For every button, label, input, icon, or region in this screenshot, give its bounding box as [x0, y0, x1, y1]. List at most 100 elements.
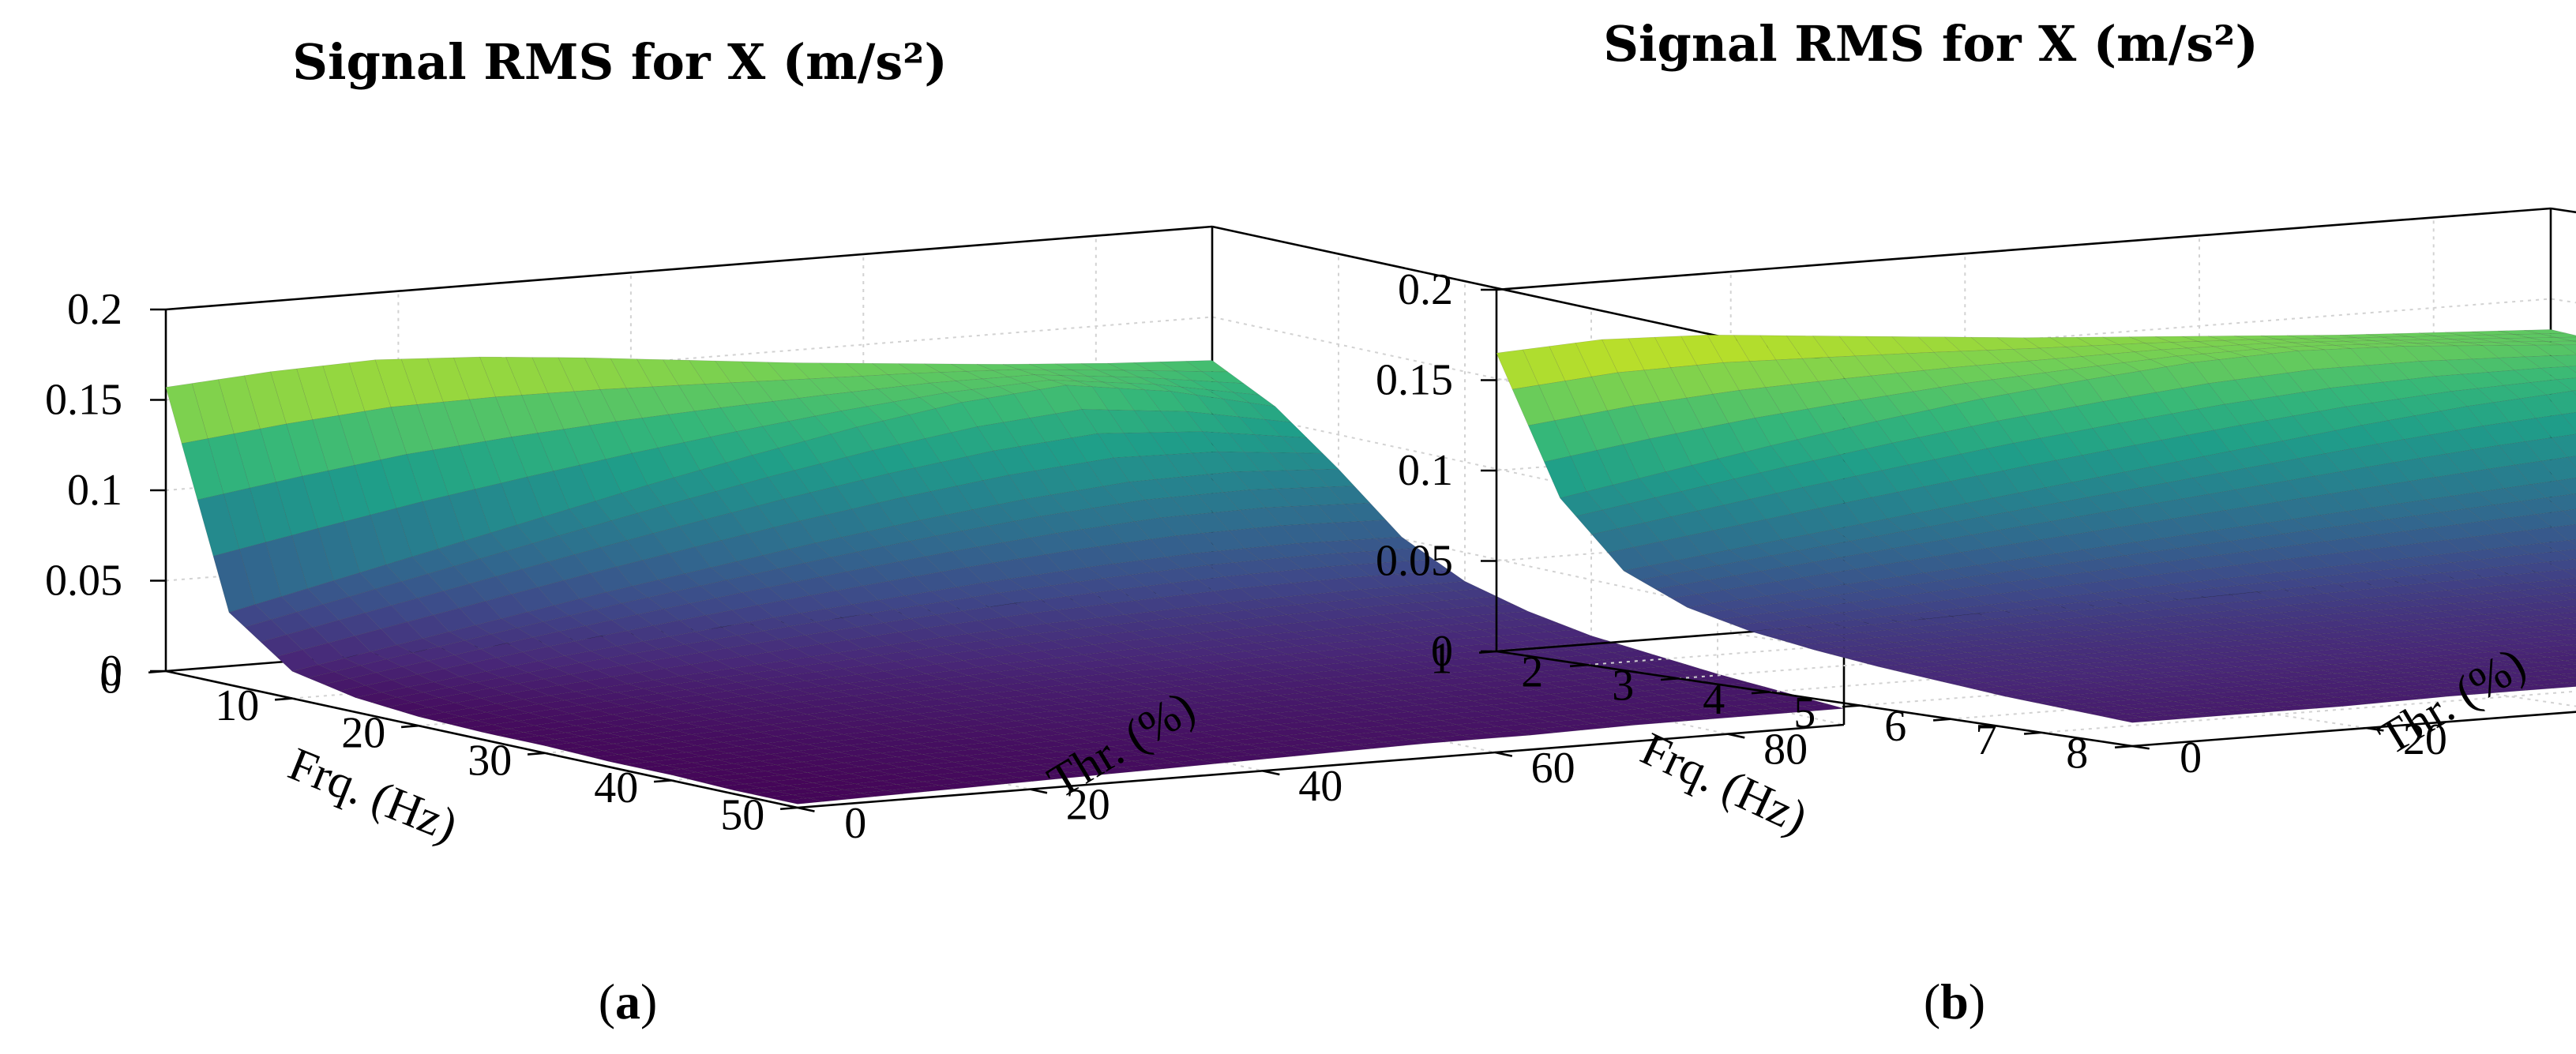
panel-b-title: Signal RMS for X (m/s²) — [1603, 15, 2259, 73]
x-tick-mark — [1569, 663, 1588, 668]
x-tick-mark — [1478, 650, 1497, 654]
x-tick-mark — [274, 697, 293, 701]
panel-a-label-letter: a — [615, 973, 640, 1030]
panel-a-label: (a) — [599, 973, 658, 1030]
panel-b-ticks: 00.050.10.150.212345678020406080 — [1376, 265, 2447, 782]
surface-cell — [2558, 649, 2576, 655]
y-tick-mark — [1030, 788, 1048, 794]
surface-cell — [2542, 644, 2576, 652]
x-tick-label: 10 — [215, 681, 259, 730]
surface-cell — [781, 797, 824, 805]
x-tick-label: 7 — [1975, 715, 1997, 764]
surface-cell — [2274, 704, 2317, 711]
surface-cell — [2569, 668, 2576, 671]
surface-cell — [2556, 478, 2576, 495]
surface-cell — [1436, 735, 1478, 742]
y-tick-label: 20 — [1066, 781, 1110, 830]
y-tick-label: 80 — [1763, 726, 1808, 775]
x-tick-mark — [653, 779, 672, 783]
surface-cell — [2557, 591, 2576, 600]
surface-cell — [2574, 628, 2576, 630]
surface-cell — [2567, 366, 2576, 373]
y-tick-label: 20 — [2403, 715, 2447, 764]
surface-cell — [2553, 663, 2576, 670]
surface-cell — [2552, 578, 2576, 587]
x-tick-label: 2 — [1521, 648, 1543, 697]
z-tick-label: 0.05 — [1376, 537, 1453, 586]
surface-cell — [2571, 340, 2576, 343]
surface-cell — [2550, 354, 2576, 367]
y-tick-label: 40 — [1298, 762, 1342, 811]
axes-frame-edge — [1496, 207, 2552, 291]
x-tick-mark — [1932, 718, 1951, 722]
surface-cell — [2536, 569, 2576, 581]
x-tick-mark — [527, 752, 546, 756]
surface-cell — [860, 790, 903, 797]
panel-b-label: (b) — [1924, 973, 1985, 1030]
gridline-floor-x — [1587, 587, 2576, 666]
surface-cell — [2555, 377, 2576, 392]
surface-cell — [1252, 752, 1295, 760]
x-tick-label: 30 — [468, 736, 512, 785]
surface-cell — [2568, 617, 2576, 621]
panel-a-label-open: ( — [599, 973, 615, 1030]
x-tick-label: 8 — [2066, 729, 2088, 778]
surface-cell — [2353, 698, 2396, 704]
surface-cell — [2535, 414, 2576, 438]
surface-cell — [1592, 721, 1635, 728]
y-tick-label: 0 — [2180, 733, 2202, 782]
gridline-wall-z — [1496, 207, 2576, 291]
gridline-floor-x — [2041, 690, 2576, 733]
x-tick-label: 40 — [594, 763, 638, 812]
surface-cell — [2405, 692, 2449, 700]
surface-cell — [2543, 669, 2576, 675]
y-tick-label: 0 — [844, 799, 866, 848]
surface-cell — [912, 785, 955, 792]
surface-cell — [2555, 336, 2576, 342]
x-tick-mark — [400, 724, 419, 729]
surface-cell — [2535, 511, 2576, 528]
surface-cell — [2537, 660, 2576, 666]
x-tick-mark — [2023, 731, 2042, 735]
x-tick-mark — [1842, 704, 1861, 708]
surface-cell — [1488, 730, 1530, 737]
panel-b-label-close: ) — [1969, 973, 1985, 1030]
x-tick-mark — [148, 670, 167, 674]
surface-cell — [2552, 524, 2576, 541]
surface-cell — [2116, 717, 2159, 723]
panel-b-label-letter: b — [1940, 973, 1969, 1030]
x-tick-label: 20 — [341, 709, 385, 758]
surface-cell — [1147, 762, 1190, 769]
surface-cell — [2569, 644, 2576, 647]
surface-cell — [2572, 558, 2576, 561]
axes-frame-edge — [2550, 207, 2576, 214]
surface-cell — [2567, 539, 2576, 545]
surface-cell — [1279, 749, 1321, 756]
panel-a-surface — [165, 356, 1845, 805]
surface-cell — [2556, 549, 2576, 560]
surface-cell — [2552, 639, 2576, 646]
surface-cell — [2247, 707, 2291, 713]
y-tick-mark — [1262, 770, 1280, 776]
surface-cell — [834, 793, 877, 800]
surface-cell — [1618, 718, 1662, 726]
surface-cell — [1069, 770, 1112, 777]
x-tick-label: 4 — [1703, 675, 1725, 724]
x-tick-label: 3 — [1612, 662, 1634, 711]
surface-cell — [2537, 682, 2576, 688]
surface-cell — [2561, 412, 2576, 432]
panel-b-surface — [1496, 329, 2576, 723]
x-tick-label: 50 — [720, 791, 764, 840]
x-tick-label: 0 — [100, 655, 122, 703]
panel-b-label-open: ( — [1924, 973, 1940, 1030]
surface-cell — [2534, 344, 2576, 356]
z-tick-label: 0.1 — [67, 466, 122, 515]
surface-cell — [2552, 612, 2576, 619]
surface-cell — [2573, 598, 2576, 601]
panel-a-title: Signal RMS for X (m/s²) — [292, 33, 948, 91]
surface-cell — [1462, 733, 1504, 740]
y-tick-mark — [797, 806, 815, 812]
z-tick-label: 0.1 — [1398, 446, 1453, 495]
surface-cell — [808, 795, 851, 802]
